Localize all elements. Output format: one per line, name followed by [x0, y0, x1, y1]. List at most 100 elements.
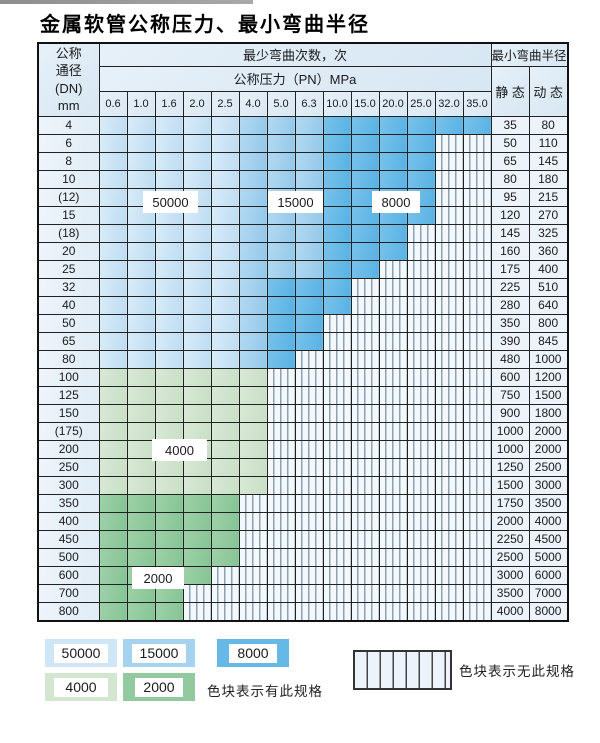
spec-cell-15000 [238, 205, 268, 225]
spec-cell-4000 [238, 385, 268, 405]
spec-cell-50000 [98, 223, 128, 243]
dynamic-value-cell: 145 [528, 151, 569, 171]
no-spec-cell [266, 565, 296, 585]
spec-cell-8000 [350, 133, 380, 153]
spec-cell-15000 [266, 259, 296, 279]
spec-cell-50000 [154, 223, 184, 243]
spec-cell-8000 [350, 241, 380, 261]
no-spec-cell [350, 547, 380, 567]
spec-cell-50000 [210, 187, 240, 207]
spec-cell-15000 [238, 133, 268, 153]
no-spec-cell [238, 493, 268, 513]
dn-cell: 80 [37, 349, 100, 369]
spec-cell-8000 [266, 349, 296, 369]
pressure-header: 公称压力（PN）MPa [98, 65, 492, 92]
spec-cell-2000 [210, 511, 240, 531]
no-spec-cell [350, 565, 380, 585]
static-value-cell: 35 [490, 115, 530, 135]
spec-cell-4000 [182, 421, 212, 441]
no-spec-cell [462, 421, 492, 441]
table-row: 250 1250 2500 [37, 457, 569, 477]
no-spec-cell [462, 169, 492, 189]
no-spec-cell [462, 583, 492, 603]
static-value-cell: 1000 [490, 439, 530, 459]
no-spec-cell [378, 601, 408, 621]
spec-cell-15000 [238, 241, 268, 261]
dynamic-value-cell: 325 [528, 223, 569, 243]
no-spec-cell [434, 601, 464, 621]
spec-cell-50000 [126, 313, 156, 333]
table-row: 25 175 400 [37, 259, 569, 279]
dynamic-value-cell: 180 [528, 169, 569, 189]
no-spec-cell [210, 583, 240, 603]
no-spec-cell [294, 349, 324, 369]
static-header: 静 态 [490, 65, 530, 117]
dn-cell: 500 [37, 547, 100, 567]
no-spec-cell [462, 385, 492, 405]
no-spec-cell [294, 601, 324, 621]
legend-block-50000: 50000 [45, 639, 117, 667]
spec-cell-50000 [126, 151, 156, 171]
spec-cell-15000 [238, 151, 268, 171]
static-value-cell: 390 [490, 331, 530, 351]
dynamic-value-cell: 845 [528, 331, 569, 351]
no-spec-cell [406, 241, 436, 261]
spec-cell-15000 [238, 331, 268, 351]
no-spec-cell [434, 511, 464, 531]
static-value-cell: 225 [490, 277, 530, 297]
spec-cell-50000 [182, 259, 212, 279]
no-spec-cell [434, 529, 464, 549]
no-spec-cell [462, 403, 492, 423]
no-spec-cell [462, 457, 492, 477]
no-spec-cell [322, 403, 352, 423]
spec-cell-4000 [154, 403, 184, 423]
no-spec-cell [462, 565, 492, 585]
spec-cell-50000 [154, 295, 184, 315]
no-spec-cell [462, 547, 492, 567]
no-spec-cell [322, 421, 352, 441]
spec-table: 公称 通径 (DN) mm 最少弯曲次数，次 最小弯曲半径 公称压力（PN）MP… [37, 42, 569, 622]
no-spec-cell [378, 259, 408, 279]
table-row: (18) 145 325 [37, 223, 569, 243]
no-spec-cell [266, 403, 296, 423]
no-spec-cell [378, 547, 408, 567]
spec-cell-8000 [322, 169, 352, 189]
spec-cell-8000 [266, 277, 296, 297]
no-spec-cell [462, 493, 492, 513]
no-spec-cell [462, 367, 492, 387]
spec-cell-8000 [350, 259, 380, 279]
dynamic-value-cell: 1200 [528, 367, 569, 387]
spec-cell-4000 [210, 439, 240, 459]
spec-cell-8000 [350, 115, 380, 135]
dn-cell: 250 [37, 457, 100, 477]
zone-label-15000: 15000 [268, 191, 323, 213]
pressure-col-header: 2.5 [210, 90, 240, 117]
no-spec-cell [406, 385, 436, 405]
dynamic-value-cell: 1500 [528, 385, 569, 405]
spec-cell-50000 [98, 169, 128, 189]
spec-cell-50000 [182, 115, 212, 135]
no-spec-cell [350, 331, 380, 351]
spec-cell-2000 [210, 547, 240, 567]
no-spec-cell [210, 565, 240, 585]
static-value-cell: 1750 [490, 493, 530, 513]
spec-cell-50000 [210, 223, 240, 243]
spec-cell-4000 [238, 421, 268, 441]
no-spec-cell [434, 277, 464, 297]
legend-present-note: 色块表示有此规格 [207, 684, 323, 699]
static-value-cell: 145 [490, 223, 530, 243]
spec-cell-50000 [182, 313, 212, 333]
no-spec-cell [406, 223, 436, 243]
spec-cell-50000 [126, 349, 156, 369]
spec-cell-8000 [322, 205, 352, 225]
spec-cell-4000 [238, 367, 268, 387]
spec-cell-50000 [154, 115, 184, 135]
pressure-col-header: 20.0 [378, 90, 408, 117]
no-spec-cell [406, 529, 436, 549]
no-spec-cell [462, 187, 492, 207]
spec-cell-4000 [182, 385, 212, 405]
spec-cell-8000 [322, 187, 352, 207]
no-spec-cell [182, 601, 212, 621]
spec-cell-8000 [322, 295, 352, 315]
spec-cell-50000 [98, 277, 128, 297]
